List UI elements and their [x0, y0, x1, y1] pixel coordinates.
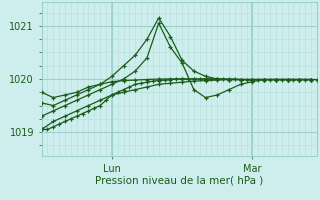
X-axis label: Pression niveau de la mer( hPa ): Pression niveau de la mer( hPa )	[95, 175, 263, 185]
